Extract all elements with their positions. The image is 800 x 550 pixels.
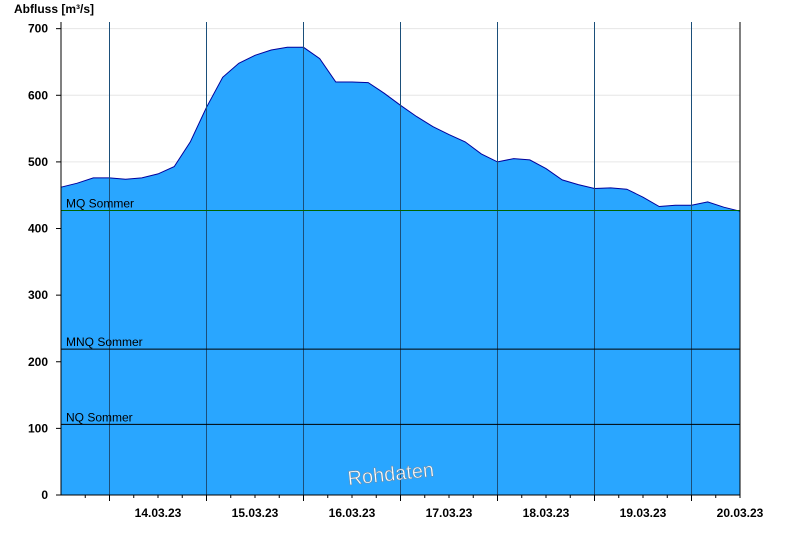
x-tick-label: 17.03.23 [426, 506, 473, 520]
y-tick-label: 300 [28, 288, 48, 302]
y-tick-label: 200 [28, 355, 48, 369]
y-tick-label: 700 [28, 22, 48, 36]
x-tick-label: 20.03.23 [717, 506, 764, 520]
y-tick-label: 500 [28, 155, 48, 169]
y-tick-label: 600 [28, 88, 48, 102]
x-tick-label: 15.03.23 [232, 506, 279, 520]
y-axis-label: Abfluss [m³/s] [14, 2, 94, 16]
x-tick-label: 16.03.23 [329, 506, 376, 520]
y-tick-label: 400 [28, 222, 48, 236]
x-tick-label: 19.03.23 [620, 506, 667, 520]
y-tick-label: 100 [28, 421, 48, 435]
reference-line-label: MQ Sommer [66, 197, 134, 211]
reference-line-label: NQ Sommer [66, 410, 133, 424]
reference-line-label: MNQ Sommer [66, 335, 143, 349]
reference-lines: MQ Sommer MNQ Sommer NQ Sommer [61, 197, 740, 425]
axes: 0 100 200 300 400 500 600 700 14.03.23 15.03.23 16… [28, 22, 764, 520]
y-tick-label: 0 [41, 488, 48, 502]
discharge-line [60, 46, 741, 212]
x-tick-label: 14.03.23 [135, 506, 182, 520]
day-separators [109, 22, 692, 495]
x-tick-label: 18.03.23 [523, 506, 570, 520]
